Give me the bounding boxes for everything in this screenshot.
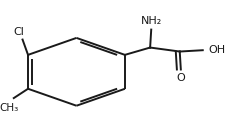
- Text: O: O: [176, 73, 184, 83]
- Text: OH: OH: [207, 45, 224, 55]
- Text: CH₃: CH₃: [0, 103, 19, 113]
- Text: NH₂: NH₂: [140, 16, 161, 26]
- Text: Cl: Cl: [14, 27, 25, 37]
